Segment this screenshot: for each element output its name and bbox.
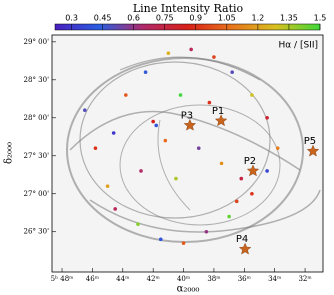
colorbar-tick-label: 1.05 [218, 14, 236, 23]
point [219, 161, 224, 166]
colorbar [54, 23, 321, 31]
colorbar-tick-label: 0.6 [127, 14, 140, 23]
point [143, 70, 148, 75]
point [178, 93, 183, 97]
point [189, 47, 193, 52]
legend-label: Hα / [SII] [279, 41, 319, 51]
point [151, 119, 155, 124]
colorbar-title: Line Intensity Ratio [133, 2, 244, 15]
marker-label: P5 [304, 136, 316, 147]
x-tick-label: 44ᵐ [116, 275, 130, 283]
plot-frame [51, 34, 324, 273]
marker-label: P1 [212, 106, 224, 117]
x-tick-label: 42ᵐ [147, 275, 161, 283]
colorbar-tick-label: 1.2 [252, 14, 265, 23]
colorbar-tick-label: 0.3 [65, 14, 78, 23]
x-tick-label: 5ʰ 48ᵐ [51, 275, 75, 283]
point [136, 222, 140, 226]
point [212, 55, 216, 59]
point [265, 115, 269, 120]
colorbar-tick-label: 1.35 [280, 14, 298, 23]
nebula-filaments [66, 56, 321, 243]
point [105, 184, 110, 188]
y-tick-label: 28° 00' [24, 114, 50, 122]
marker-label: P4 [236, 234, 248, 245]
x-tick-label: 32ᵐ [298, 275, 312, 283]
point [250, 93, 254, 97]
point [174, 176, 178, 181]
point [158, 237, 163, 242]
x-tick-label: 36ᵐ [238, 275, 252, 283]
x-axis-label: α₂₀₀₀ [177, 284, 200, 295]
marker-label: P3 [181, 110, 193, 121]
point [154, 123, 159, 128]
point [230, 70, 234, 75]
x-tick-label: 34ᵐ [268, 275, 282, 283]
y-tick-label: 27° 00' [24, 190, 50, 198]
point [207, 100, 212, 105]
y-tick-label: 29° 00' [24, 38, 50, 46]
point [239, 176, 244, 181]
point [113, 207, 117, 211]
marker-star [238, 242, 252, 255]
point [83, 108, 87, 113]
plot-area [52, 35, 323, 272]
x-tick-label: 40ᵐ [177, 275, 191, 283]
point [204, 229, 209, 234]
x-tick-label: 38ᵐ [207, 275, 221, 283]
point [196, 146, 201, 150]
point [166, 51, 171, 56]
point [93, 146, 98, 150]
point [163, 138, 168, 143]
y-axis-label: δ₂₀₀₀ [4, 142, 15, 164]
marker-star [306, 144, 320, 157]
colorbar-tick-label: 0.75 [156, 14, 174, 23]
y-tick-label: 28° 30' [24, 76, 50, 84]
x-tick-label: 46ᵐ [86, 275, 100, 283]
marker-star [214, 114, 228, 127]
point [181, 241, 186, 245]
colorbar-tick-label: 0.45 [94, 14, 112, 23]
y-tick-label: 26° 30' [24, 228, 50, 236]
point [265, 169, 269, 173]
point [139, 169, 143, 173]
marker-star [246, 164, 260, 177]
point [234, 199, 239, 204]
colorbar-tick-label: 1.5 [314, 14, 327, 23]
colorbar-tick-label: 0.9 [189, 14, 202, 23]
point [250, 191, 254, 196]
point [111, 131, 116, 135]
point [275, 146, 280, 150]
y-tick-label: 27° 30' [24, 152, 50, 160]
marker-label: P2 [244, 156, 256, 167]
marker-star [183, 118, 197, 131]
point [124, 93, 128, 97]
point [227, 214, 231, 219]
